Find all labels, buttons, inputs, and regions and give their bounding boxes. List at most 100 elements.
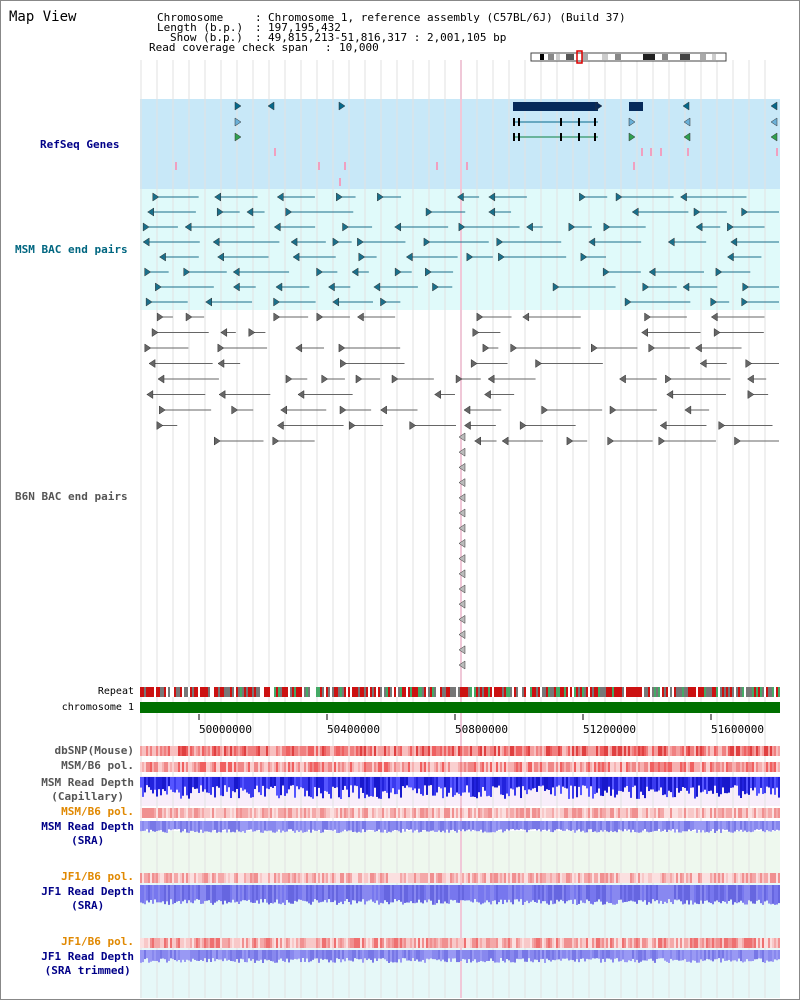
depth-bin (140, 821, 142, 832)
depth-bin (146, 821, 148, 830)
heat-bin (444, 938, 446, 948)
repeat-bin (772, 687, 774, 697)
heat-bin (168, 873, 170, 883)
depth-bin (490, 950, 492, 959)
heat-bin (472, 938, 474, 948)
heat-bin (364, 762, 366, 772)
depth-bin (268, 821, 270, 831)
depth-bin (312, 950, 314, 960)
depth-bin (222, 777, 224, 797)
span-sep: : (325, 41, 332, 54)
heat-bin (412, 873, 414, 883)
depth-bin (520, 885, 522, 900)
depth-bin (440, 885, 442, 904)
repeat-bin (376, 687, 378, 697)
depth-bin (270, 885, 272, 903)
depth-bin (678, 950, 680, 961)
depth-bin (244, 777, 246, 790)
heat-bin (434, 762, 436, 772)
repeat-bin (666, 687, 668, 697)
axis-tick-label: 50800000 (455, 723, 508, 736)
heat-bin (706, 746, 708, 756)
heat-bin (750, 938, 752, 948)
heat-bin (748, 746, 750, 756)
heat-bin (720, 762, 722, 772)
depth-bin (542, 821, 544, 830)
depth-bin (308, 777, 310, 797)
feature-arrow (607, 436, 615, 446)
heat-bin (398, 938, 400, 948)
track-label-b6n-bac[interactable]: B6N BAC end pairs (15, 490, 128, 503)
heat-bin (718, 938, 720, 948)
heat-bin (430, 938, 432, 948)
depth-bin (514, 777, 516, 796)
depth-bin (602, 950, 604, 959)
depth-bin (710, 777, 712, 791)
repeat-bin (268, 687, 270, 697)
depth-bin (210, 885, 212, 903)
depth-bin (460, 777, 462, 796)
heat-bin (748, 808, 750, 818)
heat-bin (494, 938, 496, 948)
depth-bin (408, 821, 410, 831)
heat-bin (312, 762, 314, 772)
depth-bin (166, 950, 168, 963)
depth-bin (394, 885, 396, 900)
depth-bin (298, 821, 300, 832)
heat-bin (710, 808, 712, 818)
depth-bin (158, 821, 160, 831)
heat-bin (612, 873, 614, 883)
feature-arrow (425, 207, 433, 217)
heat-bin (636, 808, 638, 818)
heat-bin (440, 873, 442, 883)
heat-bin (676, 938, 678, 948)
depth-bin (460, 885, 462, 901)
heat-bin (326, 762, 328, 772)
heat-bin (572, 938, 574, 948)
depth-bin (346, 950, 348, 959)
heat-bin (236, 808, 238, 818)
repeat-bin (522, 687, 524, 697)
repeat-bin (256, 687, 258, 697)
heat-bin (208, 808, 210, 818)
track-label-refseq[interactable]: RefSeq Genes (40, 138, 120, 151)
depth-bin (170, 950, 172, 959)
heat-bin (512, 938, 514, 948)
heat-bin (240, 762, 242, 772)
depth-bin (264, 777, 266, 797)
repeat-bin (364, 687, 366, 697)
heat-bin (688, 873, 690, 883)
depth-bin (172, 821, 174, 830)
heat-bin (614, 873, 616, 883)
repeat-bin (560, 687, 562, 697)
depth-bin (448, 777, 450, 793)
depth-bin (508, 885, 510, 900)
feature-arrow (338, 101, 346, 111)
repeat-bin (664, 687, 666, 697)
heat-bin (658, 873, 660, 883)
heat-bin (372, 746, 374, 756)
repeat-bin (526, 687, 528, 697)
depth-bin (648, 950, 650, 960)
heat-bin (578, 746, 580, 756)
heat-bin (492, 762, 494, 772)
depth-bin (194, 885, 196, 901)
repeat-bin (754, 687, 756, 697)
heat-bin (348, 938, 350, 948)
depth-bin (284, 821, 286, 833)
heat-bin (670, 762, 672, 772)
heat-bin (170, 762, 172, 772)
heat-bin (454, 873, 456, 883)
heat-bin (270, 762, 272, 772)
depth-bin (648, 885, 650, 903)
depth-bin (268, 950, 270, 960)
heat-bin (164, 808, 166, 818)
depth-bin (540, 777, 542, 787)
track-label-msm-bac[interactable]: MSM BAC end pairs (15, 243, 128, 256)
depth-bin (190, 950, 192, 962)
heat-bin (642, 746, 644, 756)
heat-bin (216, 808, 218, 818)
depth-bin (152, 821, 154, 832)
feature-arrow (432, 282, 439, 292)
